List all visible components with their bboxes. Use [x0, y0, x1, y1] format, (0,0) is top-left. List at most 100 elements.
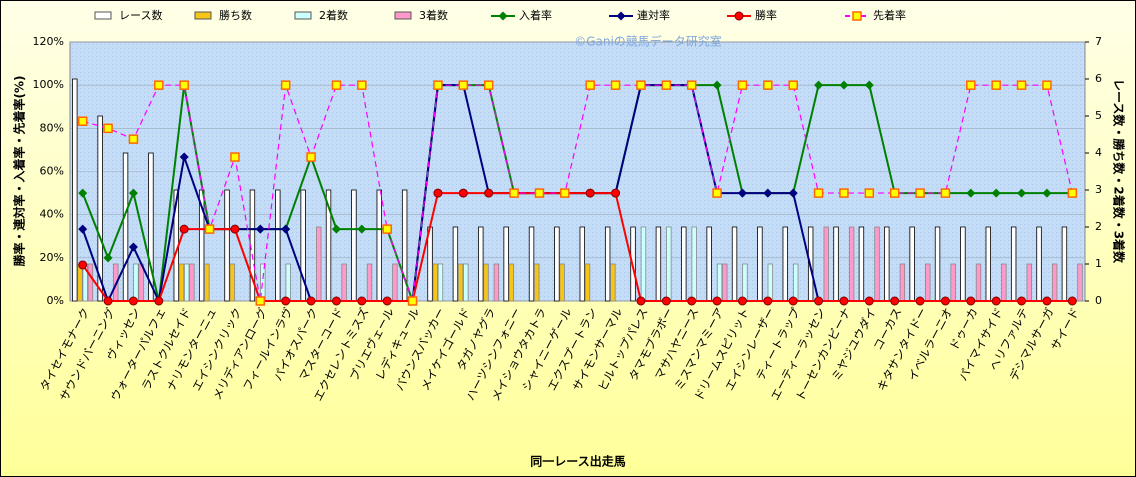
bar — [934, 226, 941, 302]
marker — [788, 80, 798, 90]
bar — [899, 263, 906, 302]
legend-marker — [852, 11, 862, 21]
legend-item: 入着率 — [491, 8, 552, 22]
marker — [788, 188, 798, 198]
marker — [889, 188, 900, 198]
legend-label: 勝率 — [755, 8, 777, 22]
y-tick-label: 100% — [33, 78, 64, 91]
marker — [331, 224, 341, 234]
marker — [179, 224, 189, 234]
marker — [103, 253, 113, 263]
marker — [966, 80, 976, 90]
y-tick-label: 80% — [40, 121, 64, 134]
bar — [316, 226, 322, 302]
legend-label: レース数 — [119, 9, 162, 22]
bar — [483, 263, 489, 302]
marker — [839, 80, 849, 90]
bar — [742, 263, 748, 302]
y2-tick-label: 0 — [1095, 294, 1102, 307]
marker — [839, 296, 849, 306]
marker — [357, 296, 367, 306]
marker — [813, 188, 824, 198]
marker — [128, 242, 138, 252]
marker — [382, 224, 392, 234]
marker — [306, 152, 316, 162]
marker — [458, 188, 468, 198]
bar — [1036, 226, 1042, 302]
bar — [341, 263, 347, 302]
bar — [731, 226, 738, 302]
bar — [432, 263, 438, 302]
bar — [858, 226, 865, 302]
bar — [584, 263, 591, 302]
y2-tick-label: 1 — [1095, 257, 1102, 270]
marker — [357, 224, 367, 234]
marker — [255, 296, 266, 306]
bar — [528, 226, 535, 302]
line — [82, 84, 1073, 302]
marker — [281, 296, 291, 306]
bar — [87, 263, 94, 302]
legend-item: 勝率 — [727, 8, 777, 22]
marker — [712, 80, 722, 90]
legend-marker — [498, 11, 508, 21]
marker — [915, 188, 925, 198]
marker — [636, 296, 646, 306]
y-tick-label: 0% — [47, 294, 64, 307]
y2-tick-label: 2 — [1095, 220, 1102, 233]
marker — [255, 224, 265, 234]
y2-tick-label: 7 — [1095, 35, 1102, 48]
bar — [1010, 226, 1017, 302]
y-tick-label: 20% — [40, 251, 64, 264]
legend-label: 先着率 — [873, 8, 906, 22]
marker — [1042, 188, 1052, 198]
marker — [331, 80, 342, 90]
marker — [128, 296, 138, 306]
marker — [661, 80, 672, 90]
marker — [686, 80, 697, 90]
bar — [579, 226, 585, 302]
legend-label: 入着率 — [519, 8, 552, 22]
bar — [757, 226, 763, 302]
marker — [610, 80, 621, 90]
legend-label: 2着数 — [319, 8, 348, 22]
bar — [706, 226, 712, 302]
marker — [814, 296, 824, 306]
marker — [103, 296, 113, 306]
bar — [463, 263, 469, 302]
marker — [991, 296, 1001, 306]
marker — [230, 224, 240, 234]
legend-marker — [616, 11, 626, 21]
legend-item: 先着率 — [845, 8, 906, 22]
marker — [636, 80, 646, 90]
bar — [655, 226, 662, 302]
y-axis-title: 勝率・連対率・入着率・先着率(%) — [12, 76, 27, 267]
marker — [763, 80, 773, 90]
legend-item: レース数 — [94, 9, 162, 22]
marker — [281, 224, 291, 234]
bar — [534, 263, 540, 302]
bar — [604, 226, 611, 302]
bar — [204, 263, 210, 302]
bar — [178, 263, 185, 302]
legend-item: 2着数 — [294, 8, 348, 22]
y2-tick-label: 5 — [1095, 109, 1102, 122]
bar — [478, 226, 484, 302]
bar — [681, 226, 687, 302]
line — [81, 192, 1073, 302]
marker — [179, 152, 189, 162]
marker — [864, 80, 874, 90]
bar — [77, 263, 83, 302]
bar — [224, 189, 230, 302]
bar — [559, 263, 565, 302]
marker — [712, 188, 722, 198]
bar — [985, 226, 991, 302]
bar — [1051, 263, 1058, 302]
bar — [833, 226, 839, 302]
marker — [1042, 80, 1052, 90]
marker — [154, 80, 164, 90]
y2-tick-label: 4 — [1095, 146, 1102, 159]
marker — [864, 188, 875, 198]
marker — [1016, 80, 1027, 90]
marker — [458, 80, 469, 90]
